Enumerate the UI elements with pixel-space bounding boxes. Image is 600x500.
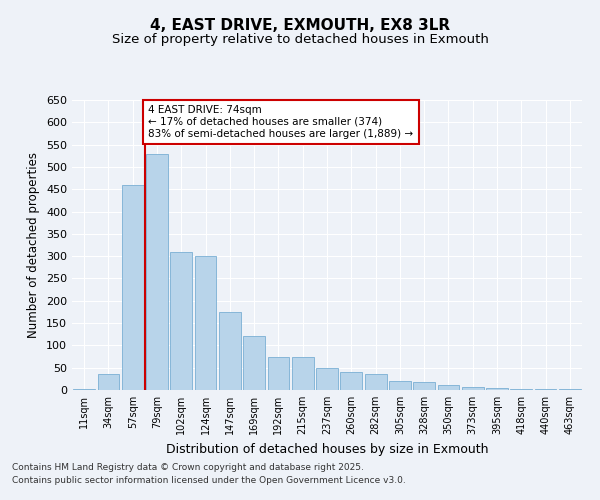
Bar xyxy=(389,381,411,390)
Text: 4, EAST DRIVE, EXMOUTH, EX8 3LR: 4, EAST DRIVE, EXMOUTH, EX8 3LR xyxy=(150,18,450,32)
Bar xyxy=(243,336,265,390)
Bar xyxy=(462,387,484,390)
Bar xyxy=(413,382,435,390)
Bar xyxy=(73,389,95,390)
Bar xyxy=(365,374,386,390)
Bar xyxy=(219,312,241,390)
X-axis label: Distribution of detached houses by size in Exmouth: Distribution of detached houses by size … xyxy=(166,442,488,456)
Bar xyxy=(268,356,289,390)
Bar xyxy=(559,389,581,390)
Y-axis label: Number of detached properties: Number of detached properties xyxy=(28,152,40,338)
Bar xyxy=(486,388,508,390)
Bar xyxy=(340,372,362,390)
Text: Contains HM Land Registry data © Crown copyright and database right 2025.
Contai: Contains HM Land Registry data © Crown c… xyxy=(12,464,406,485)
Bar xyxy=(292,356,314,390)
Text: 4 EAST DRIVE: 74sqm
← 17% of detached houses are smaller (374)
83% of semi-detac: 4 EAST DRIVE: 74sqm ← 17% of detached ho… xyxy=(149,106,413,138)
Bar xyxy=(97,374,119,390)
Text: Size of property relative to detached houses in Exmouth: Size of property relative to detached ho… xyxy=(112,32,488,46)
Bar xyxy=(122,185,143,390)
Bar xyxy=(170,252,192,390)
Bar xyxy=(535,389,556,390)
Bar xyxy=(316,368,338,390)
Bar xyxy=(146,154,168,390)
Bar xyxy=(437,384,460,390)
Bar xyxy=(511,388,532,390)
Bar xyxy=(194,256,217,390)
